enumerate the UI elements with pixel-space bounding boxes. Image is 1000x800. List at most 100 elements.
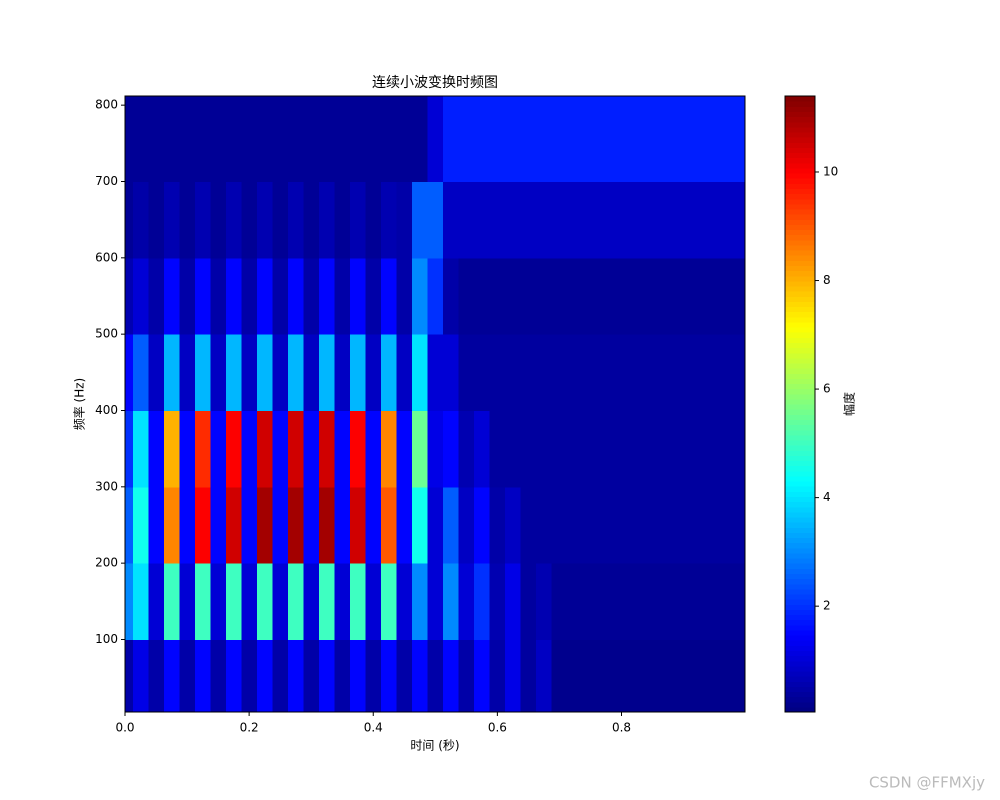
heat-cell xyxy=(722,410,746,488)
heat-cell xyxy=(427,410,444,488)
y-tick-label: 300 xyxy=(95,479,118,493)
heat-cell xyxy=(722,639,746,713)
heat-cell xyxy=(210,563,227,640)
colorbar-segment xyxy=(785,650,815,657)
colorbar-tick-label: 4 xyxy=(823,490,831,504)
heat-cell xyxy=(660,257,677,335)
heat-cell xyxy=(660,96,677,182)
heat-cell xyxy=(272,334,289,411)
heat-cell xyxy=(132,257,149,335)
heat-cell xyxy=(412,181,429,259)
colorbar-segment xyxy=(785,332,815,338)
heat-cell xyxy=(318,639,335,713)
heat-cell xyxy=(567,639,584,713)
heat-cell xyxy=(520,96,537,182)
heat-cell xyxy=(256,410,273,488)
colorbar-segment xyxy=(785,388,815,395)
heat-cell xyxy=(722,181,746,259)
heat-cell xyxy=(163,639,180,713)
colorbar-segment xyxy=(785,619,815,626)
colorbar-segment xyxy=(785,434,815,441)
heat-cell xyxy=(287,486,304,564)
heat-cell xyxy=(125,486,134,564)
heat-cell xyxy=(706,181,723,259)
colorbar-segment xyxy=(785,516,815,523)
heat-cell xyxy=(412,486,429,564)
heat-cell xyxy=(163,563,180,640)
colorbar-segment xyxy=(785,676,815,682)
colorbar-segment xyxy=(785,260,815,266)
heat-cell xyxy=(520,334,537,411)
heat-cell xyxy=(722,96,746,182)
colorbar-segment xyxy=(785,558,815,564)
colorbar-segment xyxy=(785,373,815,379)
heat-cell xyxy=(148,96,165,182)
heat-cell xyxy=(412,639,429,713)
colorbar-segment xyxy=(785,527,815,533)
colorbar-segment xyxy=(785,347,815,354)
heat-cell xyxy=(365,96,382,182)
colorbar-segment xyxy=(785,481,815,487)
colorbar-segment xyxy=(785,214,815,220)
heat-cell xyxy=(644,410,661,488)
heat-cell xyxy=(474,181,491,259)
heat-cell xyxy=(256,334,273,411)
heat-cell xyxy=(474,563,491,640)
heat-cell xyxy=(551,563,568,640)
colorbar-segment xyxy=(785,362,815,369)
heat-cell xyxy=(613,639,630,713)
heat-cell xyxy=(381,257,398,335)
heat-cell xyxy=(381,181,398,259)
colorbar-segment xyxy=(785,111,815,118)
heat-cell xyxy=(318,334,335,411)
heat-cell xyxy=(706,410,723,488)
heat-cell xyxy=(505,486,522,564)
heat-cell xyxy=(505,334,522,411)
heat-cell xyxy=(396,639,413,713)
heat-cell xyxy=(474,410,491,488)
heat-cell xyxy=(225,334,242,411)
colorbar-segment xyxy=(785,234,815,241)
colorbar-frame xyxy=(784,95,816,713)
heat-cell xyxy=(660,639,677,713)
heat-cell xyxy=(412,96,429,182)
colorbar-segment xyxy=(785,547,815,554)
heat-cell xyxy=(194,334,211,411)
y-axis-label: 频率 (Hz) xyxy=(72,378,87,431)
heat-cell xyxy=(644,639,661,713)
heat-cell xyxy=(660,181,677,259)
colorbar-segment xyxy=(785,311,815,318)
heat-cell xyxy=(489,334,506,411)
heat-cell xyxy=(334,486,351,564)
heat-cell xyxy=(256,96,273,182)
heat-cell xyxy=(256,257,273,335)
heat-cell xyxy=(629,639,646,713)
colorbar-segment xyxy=(785,588,815,595)
heat-cell xyxy=(125,410,134,488)
heat-cell xyxy=(334,410,351,488)
colorbar-segment xyxy=(785,116,815,123)
heat-cell xyxy=(520,639,537,713)
colorbar-segment xyxy=(785,147,815,154)
heat-cell xyxy=(505,181,522,259)
colorbar-segment xyxy=(785,573,815,580)
colorbar-segment xyxy=(785,198,815,205)
heat-cell xyxy=(194,257,211,335)
heat-cell xyxy=(474,486,491,564)
heat-cell xyxy=(303,257,320,335)
colorbar-segment xyxy=(785,475,815,482)
heat-cell xyxy=(412,410,429,488)
heat-cell xyxy=(125,563,134,640)
heat-cell xyxy=(458,486,475,564)
heat-cell xyxy=(241,257,258,335)
heat-cell xyxy=(381,410,398,488)
colorbar-tick-label: 2 xyxy=(823,599,831,613)
colorbar-segment xyxy=(785,188,815,195)
colorbar-segment xyxy=(785,357,815,364)
heat-cell xyxy=(443,410,460,488)
heat-cell xyxy=(179,410,196,488)
heat-cell xyxy=(125,334,134,411)
y-tick-label: 200 xyxy=(95,556,118,570)
heat-cell xyxy=(148,486,165,564)
heat-cell xyxy=(334,563,351,640)
